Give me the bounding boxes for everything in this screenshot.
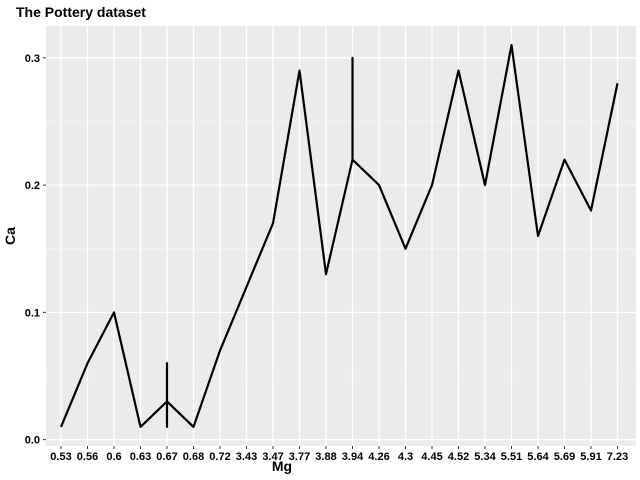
chart-title: The Pottery dataset bbox=[16, 4, 146, 20]
x-tick-label: 0.67 bbox=[156, 451, 177, 463]
x-tick-label: 5.64 bbox=[527, 451, 549, 463]
x-tick-label: 0.72 bbox=[209, 451, 230, 463]
x-tick-label: 7.23 bbox=[607, 451, 628, 463]
x-tick-label: 4.52 bbox=[448, 451, 469, 463]
x-tick-label: 3.47 bbox=[262, 451, 283, 463]
x-tick-label: 3.77 bbox=[289, 451, 310, 463]
x-tick-label: 3.94 bbox=[342, 451, 364, 463]
y-tick-label: 0.1 bbox=[25, 307, 40, 319]
y-tick-label: 0.0 bbox=[25, 435, 40, 447]
x-tick-label: 5.69 bbox=[554, 451, 575, 463]
x-tick-label: 4.3 bbox=[398, 451, 413, 463]
x-tick-label: 0.68 bbox=[183, 451, 204, 463]
x-tick-label: 5.51 bbox=[501, 451, 522, 463]
x-tick-label: 0.53 bbox=[50, 451, 71, 463]
y-axis-title: Ca bbox=[2, 227, 18, 245]
y-axis: 0.0 0.1 0.2 0.3 bbox=[25, 53, 46, 447]
x-tick-label: 4.45 bbox=[421, 451, 442, 463]
y-tick-label: 0.2 bbox=[25, 180, 40, 192]
x-tick-label: 5.91 bbox=[580, 451, 601, 463]
x-tick-label: 0.63 bbox=[130, 451, 151, 463]
x-tick-label: 0.6 bbox=[106, 451, 121, 463]
x-tick-label: 3.88 bbox=[315, 451, 336, 463]
x-axis: 0.53 0.56 0.6 0.63 0.67 0.68 0.72 3.43 3.47 3.77 3… bbox=[50, 446, 628, 463]
grid-major bbox=[46, 26, 636, 446]
x-tick-label: 5.34 bbox=[474, 451, 496, 463]
x-tick-label: 4.26 bbox=[368, 451, 389, 463]
y-tick-label: 0.3 bbox=[25, 53, 40, 65]
series-line bbox=[59, 43, 619, 429]
x-tick-label: 3.43 bbox=[236, 451, 257, 463]
plot-panel bbox=[46, 26, 636, 446]
x-axis-title: Mg bbox=[272, 458, 292, 474]
x-tick-label: 0.56 bbox=[77, 451, 98, 463]
